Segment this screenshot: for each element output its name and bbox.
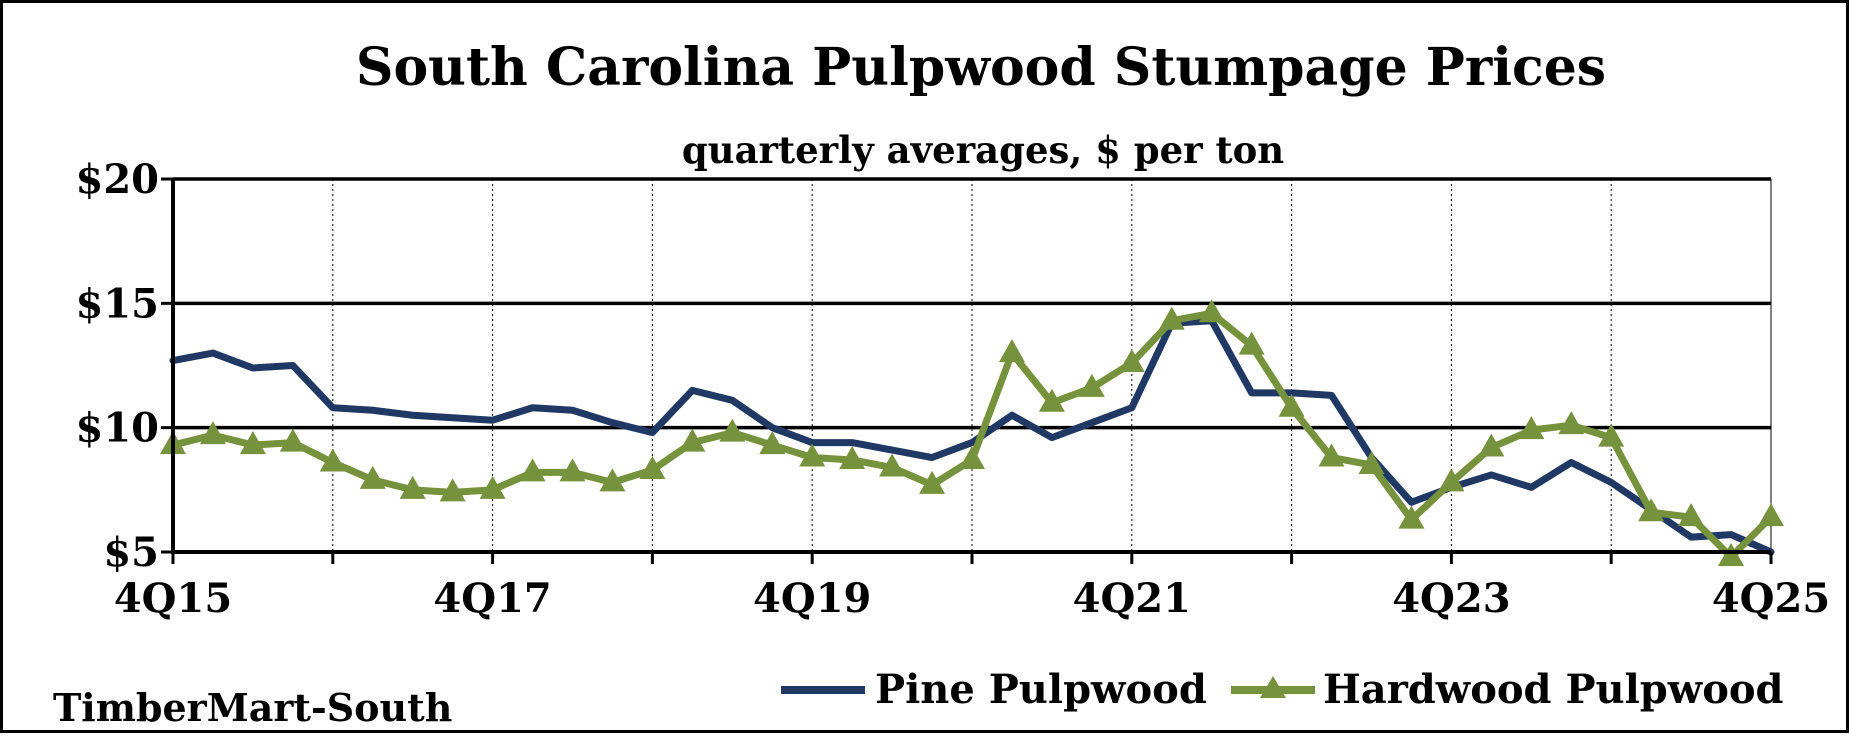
hardwood-pulpwood-marker xyxy=(1598,423,1625,447)
hardwood-pulpwood-marker xyxy=(519,458,546,482)
hardwood-pulpwood-marker xyxy=(1238,331,1265,355)
hardwood-pulpwood-marker xyxy=(1318,443,1345,467)
hardwood-pulpwood-marker xyxy=(1558,411,1585,435)
hardwood-pulpwood-marker xyxy=(439,478,466,502)
hardwood-pulpwood-marker xyxy=(599,468,626,492)
hardwood-pulpwood-marker xyxy=(679,428,706,452)
hardwood-pulpwood-marker xyxy=(1678,503,1705,527)
hardwood-pulpwood-marker xyxy=(1438,468,1465,492)
hardwood-pulpwood-marker xyxy=(319,448,346,472)
hardwood-pulpwood-marker xyxy=(839,445,866,469)
y-tick-label: $10 xyxy=(76,405,160,452)
hardwood-pulpwood-marker xyxy=(1638,498,1665,522)
x-tick-label: 4Q17 xyxy=(433,575,551,622)
hardwood-pulpwood-marker xyxy=(1518,416,1545,440)
hardwood-pulpwood-marker xyxy=(1118,349,1145,373)
hardwood-pulpwood-marker xyxy=(799,443,826,467)
hardwood-pulpwood-marker xyxy=(919,470,946,494)
x-tick-label: 4Q19 xyxy=(753,575,871,622)
hardwood-pulpwood-marker xyxy=(479,475,506,499)
y-tick-label: $20 xyxy=(76,156,160,203)
chart-title: South Carolina Pulpwood Stumpage Prices xyxy=(356,37,1606,98)
legend-hardwood-label: Hardwood Pulpwood xyxy=(1323,666,1784,713)
hardwood-pulpwood-marker xyxy=(1038,388,1065,412)
hardwood-pulpwood-marker xyxy=(1158,306,1185,330)
hardwood-pulpwood-marker xyxy=(1358,450,1385,474)
hardwood-pulpwood-marker xyxy=(719,418,746,442)
hardwood-pulpwood-marker xyxy=(1198,299,1225,323)
source-label: TimberMart-South xyxy=(53,685,452,730)
hardwood-pulpwood-marker xyxy=(879,453,906,477)
hardwood-pulpwood-marker xyxy=(279,428,306,452)
pulpwood-price-chart: South Carolina Pulpwood Stumpage Prices … xyxy=(53,37,1831,730)
chart-subtitle: quarterly averages, $ per ton xyxy=(682,128,1284,172)
hardwood-pulpwood-marker xyxy=(239,431,266,455)
hardwood-pulpwood-marker xyxy=(359,465,386,489)
hardwood-pulpwood-marker xyxy=(959,445,985,469)
y-tick-label: $5 xyxy=(103,529,159,576)
x-tick-label: 4Q15 xyxy=(114,575,232,622)
hardwood-pulpwood-marker xyxy=(639,455,666,479)
x-tick-label: 4Q25 xyxy=(1712,575,1830,622)
x-tick-label: 4Q21 xyxy=(1073,575,1191,622)
hardwood-pulpwood-marker xyxy=(1718,542,1745,566)
hardwood-pulpwood-marker xyxy=(998,339,1025,363)
hardwood-pulpwood-marker xyxy=(1478,433,1505,457)
pine-pulpwood-line xyxy=(169,317,1775,556)
hardwood-pulpwood-marker xyxy=(1278,393,1305,417)
hardwood-pulpwood-marker xyxy=(1078,373,1105,397)
series-layer xyxy=(160,299,1784,566)
hardwood-pulpwood-marker xyxy=(759,431,786,455)
legend-hardwood-marker xyxy=(1260,676,1286,698)
x-tick-label: 4Q23 xyxy=(1392,575,1510,622)
hardwood-pulpwood-marker xyxy=(1398,505,1425,529)
hardwood-pulpwood-marker xyxy=(399,475,426,499)
y-tick-label: $15 xyxy=(76,280,160,327)
legend-pine-label: Pine Pulpwood xyxy=(875,666,1207,713)
hardwood-pulpwood-marker xyxy=(1758,503,1784,527)
legend: Pine Pulpwood Hardwood Pulpwood xyxy=(781,666,1784,713)
axes: $5 $10 $15 $20 4Q15 4Q17 4Q19 4Q21 4Q23 4Q25 xyxy=(76,156,1831,622)
hardwood-pulpwood-marker xyxy=(199,421,226,445)
hardwood-pulpwood-marker xyxy=(559,458,586,482)
